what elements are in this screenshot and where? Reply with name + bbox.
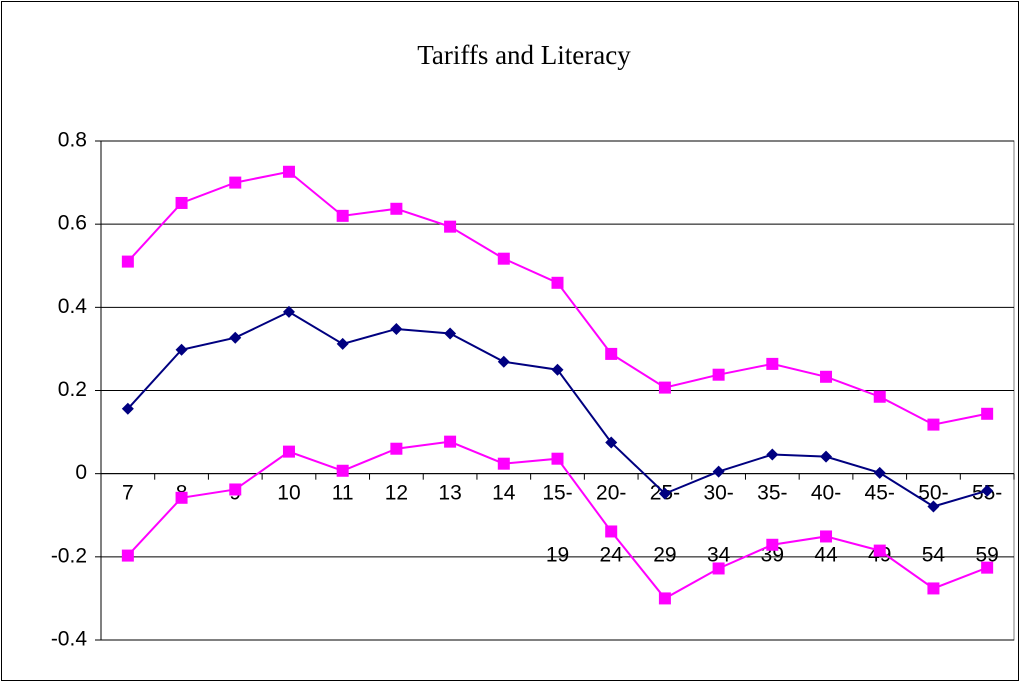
point-marker <box>175 343 188 356</box>
point-marker <box>229 331 242 344</box>
point-marker <box>336 464 349 477</box>
point-marker <box>390 202 403 215</box>
point-marker <box>658 487 671 500</box>
point-marker <box>820 450 833 463</box>
y-tick-label: -0.2 <box>51 544 87 567</box>
point-marker <box>605 436 618 449</box>
x-tick-label: 15-19 <box>542 481 572 566</box>
point-marker <box>820 370 833 383</box>
y-tick-label: 0.2 <box>58 378 87 401</box>
point-marker <box>444 435 457 448</box>
point-marker <box>981 561 994 574</box>
point-marker <box>712 562 725 575</box>
x-tick-label: 10 <box>277 481 300 504</box>
x-tick-label: 13 <box>438 481 461 504</box>
x-tick-label: 40-44 <box>811 481 841 566</box>
point-marker <box>981 484 994 497</box>
y-tick-label: 0.8 <box>58 129 87 152</box>
point-marker <box>336 209 349 222</box>
point-marker <box>336 337 349 350</box>
point-marker <box>873 390 886 403</box>
point-marker <box>658 381 671 394</box>
point-marker <box>282 445 295 458</box>
point-marker <box>497 457 510 470</box>
point-marker <box>712 368 725 381</box>
point-marker <box>282 165 295 178</box>
y-tick-label: 0.6 <box>58 212 87 235</box>
point-marker <box>121 549 134 562</box>
point-marker <box>229 176 242 189</box>
point-marker <box>390 442 403 455</box>
point-marker <box>121 255 134 268</box>
point-marker <box>551 363 564 376</box>
point-marker <box>497 252 510 265</box>
point-marker <box>927 500 940 513</box>
point-marker <box>444 220 457 233</box>
y-tick-label: 0.4 <box>58 295 88 318</box>
x-tick-label: 12 <box>385 481 408 504</box>
point-marker <box>712 465 725 478</box>
point-marker <box>820 530 833 543</box>
x-tick-label: 11 <box>332 481 354 504</box>
chart-title: Tariffs and Literacy <box>417 40 631 70</box>
point-marker <box>551 452 564 465</box>
point-marker <box>927 418 940 431</box>
point-marker <box>605 525 618 538</box>
point-marker <box>175 196 188 209</box>
y-tick-label: -0.4 <box>51 628 88 651</box>
point-marker <box>551 276 564 289</box>
point-marker <box>121 402 134 415</box>
y-tick-label: 0 <box>75 461 87 484</box>
point-marker <box>766 357 779 370</box>
point-marker <box>175 491 188 504</box>
x-tick-label: 30-34 <box>703 481 733 566</box>
point-marker <box>873 544 886 557</box>
point-marker <box>390 322 403 335</box>
point-marker <box>497 355 510 368</box>
x-tick-label: 7 <box>122 481 134 504</box>
point-marker <box>229 483 242 496</box>
point-marker <box>282 305 295 318</box>
x-tick-label: 14 <box>492 481 516 504</box>
point-marker <box>766 538 779 551</box>
point-marker <box>766 448 779 461</box>
point-marker <box>981 407 994 420</box>
x-tick-label: 50-54 <box>918 481 948 566</box>
point-marker <box>927 582 940 595</box>
x-tick-label: 20-24 <box>596 481 626 566</box>
point-marker <box>873 466 886 479</box>
point-marker <box>658 592 671 605</box>
point-marker <box>605 347 618 360</box>
point-marker <box>444 327 457 340</box>
